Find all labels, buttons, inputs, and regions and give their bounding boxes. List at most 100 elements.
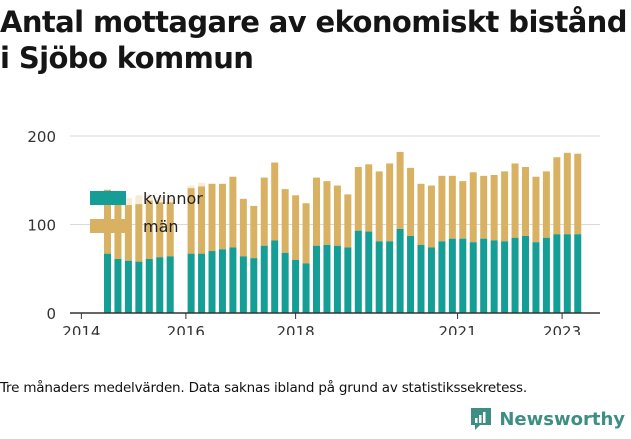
bar-man (511, 163, 519, 238)
bar-kvinnor (187, 253, 195, 313)
bar-kvinnor (396, 228, 404, 313)
bar-kvinnor (448, 238, 456, 313)
bar-man (522, 166, 529, 237)
bar-man (292, 195, 300, 260)
bar-kvinnor (553, 234, 561, 313)
bar-kvinnor (198, 253, 206, 313)
bar-man (333, 185, 341, 246)
bar-man (365, 164, 373, 232)
brand-name: Newsworthy (499, 408, 625, 430)
bar-kvinnor (156, 257, 164, 313)
bar-man (156, 202, 164, 258)
x-tick-label: 2023 (543, 323, 581, 335)
bar-kvinnor (490, 240, 498, 313)
bar-man (574, 153, 582, 235)
bar-kvinnor (333, 245, 341, 313)
bar-man (124, 205, 132, 261)
bar-man (407, 167, 415, 237)
bar-kvinnor (124, 260, 132, 313)
bar-man (166, 202, 174, 257)
bar-kvinnor (563, 234, 571, 313)
bar-man (239, 198, 247, 257)
bar-chart: 0100200201420162018202120232025 kvinnorm… (27, 128, 600, 335)
bar-man (438, 175, 446, 242)
bar-kvinnor (104, 253, 111, 313)
bar-man (542, 171, 550, 238)
bar-man (135, 204, 143, 262)
bar-man (427, 185, 435, 248)
bar-man (532, 176, 540, 243)
bar-kvinnor (407, 236, 415, 313)
bar-man (386, 163, 394, 242)
bar-kvinnor (135, 261, 143, 313)
bar-kvinnor (323, 244, 331, 313)
bar-man (480, 175, 488, 239)
bar-man (563, 152, 571, 235)
bar-kvinnor (417, 244, 425, 313)
brand-logo[interactable]: Newsworthy (469, 406, 625, 432)
bar-kvinnor (480, 238, 488, 313)
bar-kvinnor (354, 230, 362, 313)
bar-man (229, 176, 237, 248)
bar-kvinnor (469, 242, 477, 313)
bar-kvinnor (574, 234, 582, 313)
bar-kvinnor (313, 245, 320, 313)
bar-kvinnor (208, 251, 216, 313)
bar-kvinnor (459, 238, 467, 313)
bar-kvinnor (166, 256, 174, 313)
bar-man (208, 183, 216, 252)
bar-man (354, 166, 362, 231)
y-tick-label: 100 (27, 217, 56, 235)
bar-kvinnor (260, 245, 268, 313)
x-tick-label: 2014 (62, 323, 100, 335)
bar-kvinnor (239, 256, 247, 313)
footnote: Tre månaders medelvärden. Data saknas ib… (0, 380, 527, 396)
bar-kvinnor (218, 249, 226, 313)
legend-label: män (143, 217, 179, 236)
bar-man (396, 151, 404, 229)
bar-kvinnor (365, 231, 373, 313)
bar-kvinnor (281, 252, 289, 313)
bar-man (459, 181, 467, 239)
bar-man (501, 171, 509, 242)
y-tick-label: 0 (46, 305, 56, 323)
bar-man (323, 181, 331, 245)
bar-kvinnor (292, 259, 300, 313)
bar-kvinnor (542, 237, 550, 313)
bar-man (281, 189, 289, 253)
bar-man (302, 203, 310, 264)
bar-man (187, 188, 195, 254)
bar-man (271, 162, 279, 241)
bar-man (145, 200, 153, 260)
legend-label: kvinnor (143, 189, 203, 208)
y-tick-label: 200 (27, 128, 56, 146)
bar-kvinnor (145, 259, 153, 313)
x-tick-label: 2018 (277, 323, 315, 335)
bar-kvinnor (532, 242, 540, 313)
bar-man (313, 177, 320, 246)
legend-swatch (90, 219, 126, 233)
bar-man (344, 194, 352, 248)
bar-kvinnor (438, 241, 446, 313)
bar-man (490, 174, 498, 241)
bar-kvinnor (114, 259, 122, 313)
bar-kvinnor (427, 247, 435, 313)
bar-kvinnor (501, 241, 509, 313)
bar-kvinnor (271, 240, 279, 313)
bar-man (469, 172, 477, 243)
newsworthy-logo-icon (471, 408, 492, 430)
bar-kvinnor (344, 247, 352, 313)
legend: kvinnor män (90, 189, 203, 236)
bar-man (448, 175, 456, 239)
bar-man (218, 183, 226, 250)
bar-man (375, 171, 383, 242)
bar-kvinnor (302, 263, 310, 313)
bar-kvinnor (229, 247, 237, 313)
bar-kvinnor (522, 236, 529, 313)
bar-kvinnor (511, 237, 519, 313)
bar-man (250, 205, 258, 259)
bar-kvinnor (375, 241, 383, 313)
bar-man (417, 183, 425, 245)
chart-title: Antal mottagare av ekonomiskt bistånd i … (0, 5, 627, 75)
bar-man (198, 186, 206, 254)
